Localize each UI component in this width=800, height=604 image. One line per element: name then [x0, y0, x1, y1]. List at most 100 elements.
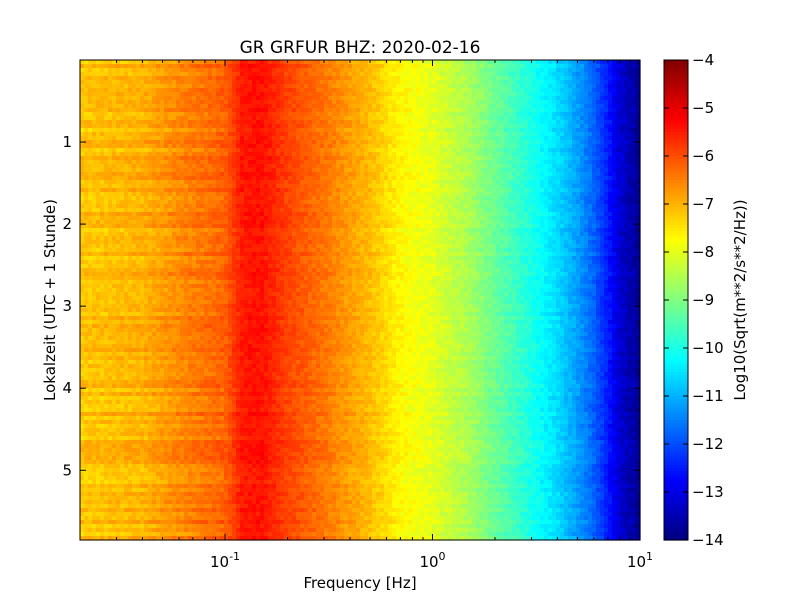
heatmap-cell — [192, 180, 197, 185]
heatmap-cell — [188, 508, 193, 513]
heatmap-cell — [116, 372, 121, 377]
heatmap-cell — [108, 112, 113, 117]
heatmap-cell — [136, 228, 141, 233]
heatmap-cell — [180, 292, 185, 297]
heatmap-cell — [164, 232, 169, 237]
heatmap-cell — [140, 188, 145, 193]
heatmap-cell — [132, 364, 137, 369]
heatmap-cell — [240, 292, 245, 297]
heatmap-cell — [184, 424, 189, 429]
heatmap-cell — [116, 512, 121, 517]
heatmap-cell — [188, 192, 193, 197]
heatmap-cell — [228, 412, 233, 417]
heatmap-cell — [144, 64, 149, 69]
heatmap-cell — [224, 276, 229, 281]
heatmap-cell — [180, 168, 185, 173]
heatmap-cell — [240, 352, 245, 357]
heatmap-cell — [184, 360, 189, 365]
heatmap-cell — [204, 332, 209, 337]
heatmap-cell — [144, 308, 149, 313]
heatmap-cell — [84, 280, 89, 285]
heatmap-cell — [164, 172, 169, 177]
heatmap-cell — [168, 72, 173, 77]
heatmap-cell — [100, 304, 105, 309]
heatmap-cell — [84, 224, 89, 229]
heatmap-cell — [216, 480, 221, 485]
heatmap-cell — [88, 188, 93, 193]
heatmap-cell — [92, 72, 97, 77]
heatmap-cell — [156, 148, 161, 153]
heatmap-cell — [84, 108, 89, 113]
heatmap-cell — [176, 156, 181, 161]
heatmap-cell — [124, 236, 129, 241]
heatmap-cell — [216, 340, 221, 345]
heatmap-cell — [240, 308, 245, 313]
heatmap-cell — [176, 488, 181, 493]
heatmap-cell — [136, 484, 141, 489]
heatmap-cell — [104, 504, 109, 509]
heatmap-cell — [216, 64, 221, 69]
heatmap-cell — [184, 248, 189, 253]
heatmap-cell — [180, 420, 185, 425]
heatmap-cell — [140, 364, 145, 369]
heatmap-cell — [152, 484, 157, 489]
heatmap-cell — [224, 140, 229, 145]
heatmap-cell — [224, 144, 229, 149]
heatmap-cell — [204, 460, 209, 465]
heatmap-cell — [204, 68, 209, 73]
heatmap-cell — [100, 224, 105, 229]
heatmap-cell — [168, 168, 173, 173]
heatmap-cell — [160, 408, 165, 413]
heatmap-cell — [208, 400, 213, 405]
heatmap-cell — [136, 128, 141, 133]
heatmap-cell — [184, 344, 189, 349]
heatmap-cell — [120, 252, 125, 257]
heatmap-cell — [80, 184, 85, 189]
heatmap-cell — [212, 400, 217, 405]
heatmap-cell — [92, 188, 97, 193]
heatmap-cell — [100, 136, 105, 141]
heatmap-cell — [132, 88, 137, 93]
heatmap-cell — [196, 112, 201, 117]
heatmap-cell — [204, 432, 209, 437]
heatmap-cell — [168, 328, 173, 333]
heatmap-cell — [232, 156, 237, 161]
heatmap-cell — [100, 248, 105, 253]
heatmap-cell — [240, 480, 245, 485]
heatmap-cell — [92, 96, 97, 101]
heatmap-cell — [84, 272, 89, 277]
heatmap-cell — [104, 260, 109, 265]
heatmap-cell — [80, 476, 85, 481]
heatmap-cell — [108, 336, 113, 341]
heatmap-cell — [108, 320, 113, 325]
heatmap-cell — [128, 228, 133, 233]
heatmap-cell — [156, 80, 161, 85]
heatmap-cell — [148, 216, 153, 221]
heatmap-cell — [152, 416, 157, 421]
heatmap-cell — [192, 396, 197, 401]
heatmap-cell — [144, 248, 149, 253]
heatmap-cell — [172, 136, 177, 141]
heatmap-cell — [216, 204, 221, 209]
heatmap-cell — [228, 212, 233, 217]
heatmap-cell — [132, 300, 137, 305]
heatmap-cell — [152, 80, 157, 85]
heatmap-cell — [152, 112, 157, 117]
heatmap-cell — [220, 232, 225, 237]
heatmap-cell — [96, 228, 101, 233]
heatmap-cell — [96, 240, 101, 245]
heatmap-cell — [152, 244, 157, 249]
heatmap-cell — [236, 504, 241, 509]
heatmap-cell — [204, 356, 209, 361]
heatmap-cell — [164, 432, 169, 437]
heatmap-cell — [212, 152, 217, 157]
heatmap-cell — [188, 432, 193, 437]
heatmap-cell — [144, 348, 149, 353]
heatmap-cell — [152, 388, 157, 393]
heatmap-cell — [172, 504, 177, 509]
heatmap-cell — [140, 184, 145, 189]
heatmap-cell — [108, 292, 113, 297]
heatmap-cell — [148, 208, 153, 213]
heatmap-cell — [212, 276, 217, 281]
heatmap-cell — [144, 92, 149, 97]
